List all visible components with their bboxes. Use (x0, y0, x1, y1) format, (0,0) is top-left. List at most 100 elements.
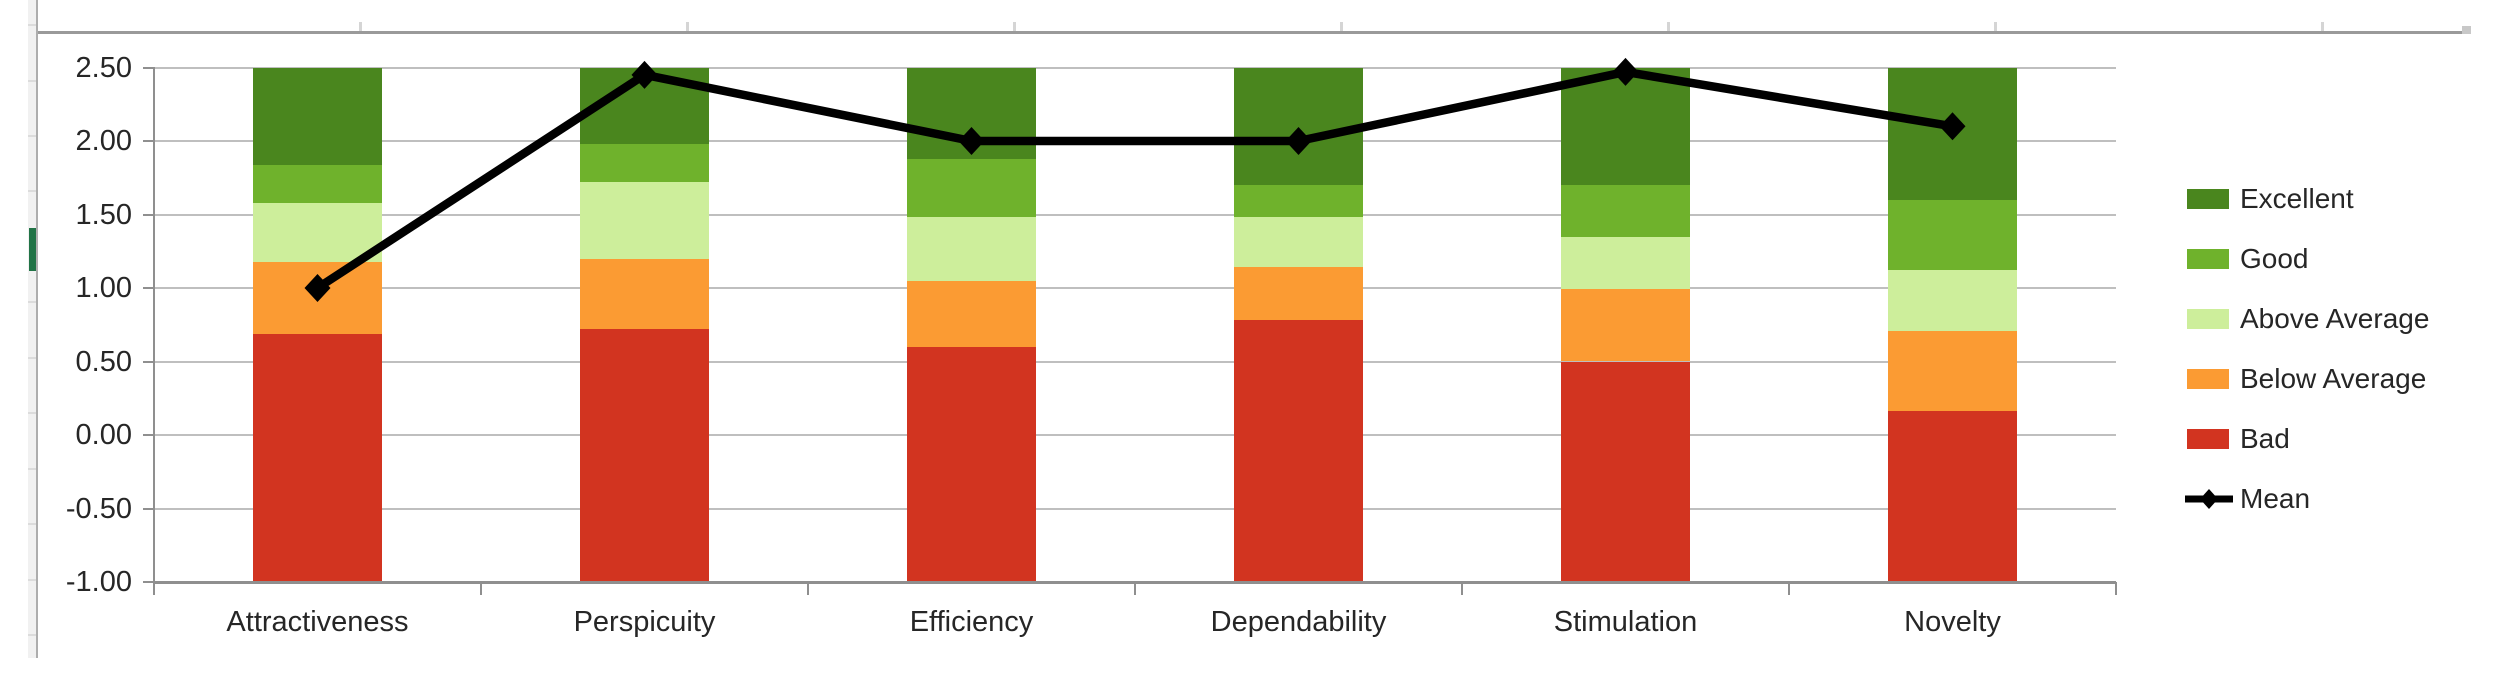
legend-mean-line-sample[interactable] (2185, 485, 2235, 513)
bar-segment-excellent[interactable] (253, 67, 382, 165)
mean-marker-diamond[interactable] (631, 60, 658, 89)
sheet-row-tick (28, 80, 36, 82)
y-axis-label[interactable]: 0.50 (75, 345, 132, 378)
y-axis-label[interactable]: -1.00 (65, 566, 132, 598)
bar-segment-below-average[interactable] (580, 258, 709, 330)
bar-segment-above-average[interactable] (1888, 270, 2017, 331)
legend-item-mean[interactable]: Mean (2240, 483, 2311, 514)
sheet-column-tick (1667, 22, 1670, 31)
bar-segment-above-average[interactable] (1561, 236, 1690, 290)
sheet-row-tick (28, 357, 36, 359)
x-axis-tick (1788, 582, 1790, 595)
plot-gridline (154, 360, 2116, 363)
bar-segment-bad[interactable] (907, 346, 1036, 582)
y-axis-label[interactable]: 2.50 (75, 51, 132, 84)
bar-segment-good[interactable] (1234, 185, 1363, 218)
mean-marker-diamond[interactable] (958, 127, 985, 155)
bar-segment-good[interactable] (907, 158, 1036, 218)
plot-gridline (154, 507, 2116, 510)
category-label[interactable]: Dependability (1210, 606, 1387, 638)
category-label[interactable]: Perspicuity (573, 606, 716, 638)
bar-segment-good[interactable] (1888, 199, 2017, 271)
sheet-row-tick (28, 135, 36, 137)
sheet-row-tick (28, 634, 36, 636)
plot-gridline (154, 287, 2116, 289)
mean-line[interactable] (315, 67, 1954, 292)
legend-item-below-average[interactable]: Below Average (2240, 363, 2427, 394)
bar-segment-good[interactable] (1561, 185, 1690, 237)
plot-gridline (154, 434, 2116, 436)
legend-swatch-excellent[interactable] (2187, 189, 2229, 209)
mean-marker-diamond[interactable] (1612, 57, 1639, 86)
legend-swatch-bad[interactable] (2187, 429, 2229, 449)
y-axis-tick (143, 66, 154, 69)
y-axis-label[interactable]: -0.50 (65, 492, 132, 525)
bar-segment-good[interactable] (253, 164, 382, 203)
sheet-left-column-strip (28, 0, 38, 658)
mean-marker-diamond[interactable] (1285, 127, 1312, 155)
bar-segment-excellent[interactable] (1234, 67, 1363, 186)
y-axis-tick (143, 213, 154, 216)
y-axis-tick (143, 140, 154, 142)
x-axis-tick (807, 582, 809, 595)
mean-marker-diamond[interactable] (1939, 112, 1966, 141)
y-axis-label[interactable]: 1.00 (75, 272, 132, 304)
sheet-row-tick (28, 412, 36, 414)
sheet-column-tick (686, 22, 689, 31)
legend-item-excellent[interactable]: Excellent (2240, 183, 2354, 214)
y-axis-label[interactable]: 1.50 (75, 198, 132, 231)
bar-segment-bad[interactable] (1561, 361, 1690, 582)
bar-segment-below-average[interactable] (907, 280, 1036, 347)
y-axis-tick (143, 360, 154, 363)
x-axis-tick (480, 582, 482, 595)
y-axis-line (153, 66, 155, 583)
sheet-column-tick-end (2462, 26, 2471, 34)
bar-segment-bad[interactable] (1888, 411, 2017, 582)
legend-swatch-below-average[interactable] (2187, 369, 2229, 389)
sheet-column-tick (1013, 22, 1016, 31)
sheet-column-tick (359, 22, 362, 31)
category-label[interactable]: Efficiency (909, 606, 1034, 638)
legend-item-above-average[interactable]: Above Average (2240, 303, 2430, 334)
y-axis-label[interactable]: 2.00 (75, 125, 132, 157)
x-axis-tick (153, 582, 155, 595)
legend-item-bad[interactable]: Bad (2240, 423, 2290, 454)
bar-segment-below-average[interactable] (1561, 289, 1690, 362)
y-axis-tick (143, 287, 154, 289)
bar-segment-above-average[interactable] (907, 217, 1036, 281)
sheet-column-tick (2321, 22, 2324, 31)
sheet-row-tick (28, 24, 36, 26)
bar-segment-good[interactable] (580, 143, 709, 183)
sheet-row-border-line (36, 31, 2470, 34)
bar-segment-bad[interactable] (1234, 320, 1363, 582)
bar-segment-above-average[interactable] (1234, 217, 1363, 268)
x-axis-tick (2115, 582, 2117, 595)
bar-segment-below-average[interactable] (1234, 267, 1363, 321)
bar-segment-bad[interactable] (580, 329, 709, 582)
sheet-row-tick (28, 523, 36, 525)
bar-segment-excellent[interactable] (1561, 67, 1690, 186)
sheet-column-tick (1994, 22, 1997, 31)
sheet-row-tick (28, 301, 36, 303)
y-axis-tick (143, 581, 154, 583)
mean-marker-diamond[interactable] (304, 274, 331, 302)
sheet-row-tick (28, 579, 36, 581)
bar-segment-above-average[interactable] (580, 182, 709, 259)
legend-item-good[interactable]: Good (2240, 243, 2309, 274)
y-axis-tick (143, 434, 154, 436)
x-axis-tick (1134, 582, 1136, 595)
sheet-row-tick (28, 468, 36, 470)
bar-segment-bad[interactable] (253, 333, 382, 582)
y-axis-label[interactable]: 0.00 (75, 419, 132, 451)
legend-swatch-good[interactable] (2187, 249, 2229, 269)
bar-segment-above-average[interactable] (253, 202, 382, 262)
legend-swatch-above-average[interactable] (2187, 309, 2229, 329)
category-label[interactable]: Attractiveness (226, 606, 409, 638)
category-label[interactable]: Stimulation (1553, 606, 1698, 638)
sheet-selection-marker (29, 228, 36, 271)
bar-segment-below-average[interactable] (1888, 330, 2017, 412)
category-label[interactable]: Novelty (1904, 606, 2001, 638)
